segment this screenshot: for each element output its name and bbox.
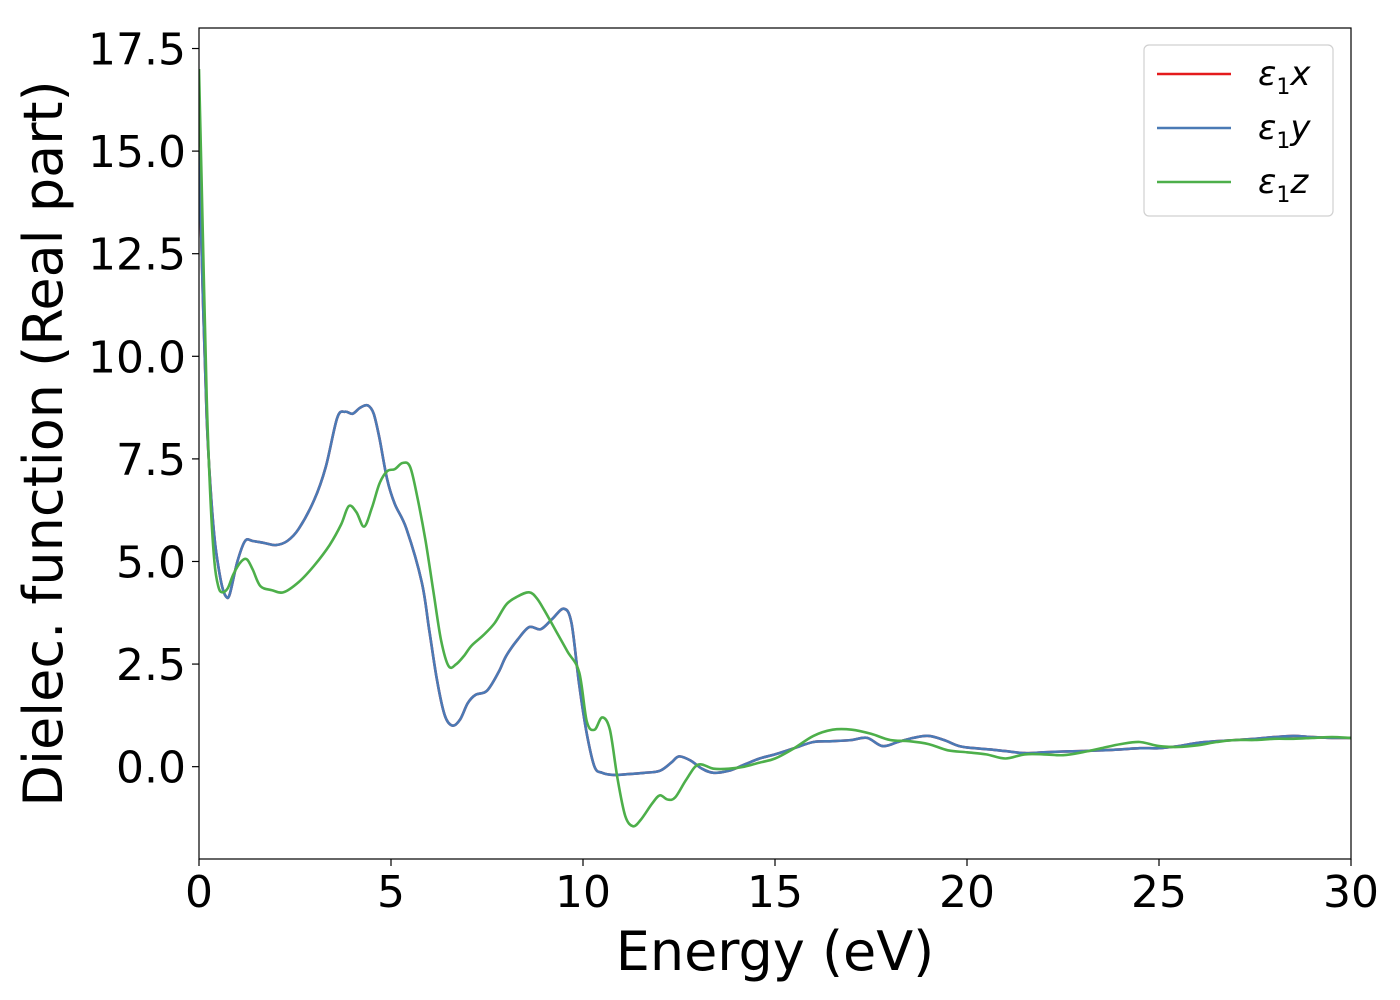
series-line-z — [199, 68, 1351, 828]
x-tick-label: 5 — [377, 867, 405, 918]
x-tick-label: 10 — [555, 867, 611, 918]
x-tick-label: 15 — [747, 867, 803, 918]
series-line-y — [199, 151, 1351, 777]
y-tick-label: 10.0 — [88, 332, 186, 383]
y-tick-label: 0.0 — [116, 743, 186, 794]
x-tick-label: 0 — [185, 867, 213, 918]
legend-box — [1143, 44, 1334, 217]
x-tick-label: 20 — [939, 867, 995, 918]
y-tick-label: 5.0 — [116, 537, 186, 588]
series-line-x — [199, 151, 1351, 777]
legend-label-x: ε1x — [1258, 54, 1311, 100]
y-tick-label: 17.5 — [88, 25, 186, 76]
legend: ε1x ε1y ε1z — [1143, 44, 1334, 217]
plot-lines — [199, 68, 1351, 828]
x-axis-ticks: 0 5 10 15 20 25 30 — [185, 859, 1379, 918]
y-tick-label: 15.0 — [88, 127, 186, 178]
x-tick-label: 25 — [1131, 867, 1187, 918]
y-axis-label: Dielec. function (Real part) — [12, 80, 75, 806]
x-tick-label: 30 — [1323, 867, 1379, 918]
y-tick-label: 2.5 — [116, 640, 186, 691]
y-axis-ticks: 0.0 2.5 5.0 7.5 10.0 12.5 15.0 17.5 — [88, 25, 199, 794]
y-tick-label: 12.5 — [88, 230, 186, 281]
legend-label-y: ε1y — [1258, 108, 1311, 154]
y-tick-label: 7.5 — [116, 435, 186, 486]
x-axis-label: Energy (eV) — [616, 920, 935, 983]
legend-label-z: ε1z — [1258, 162, 1309, 208]
